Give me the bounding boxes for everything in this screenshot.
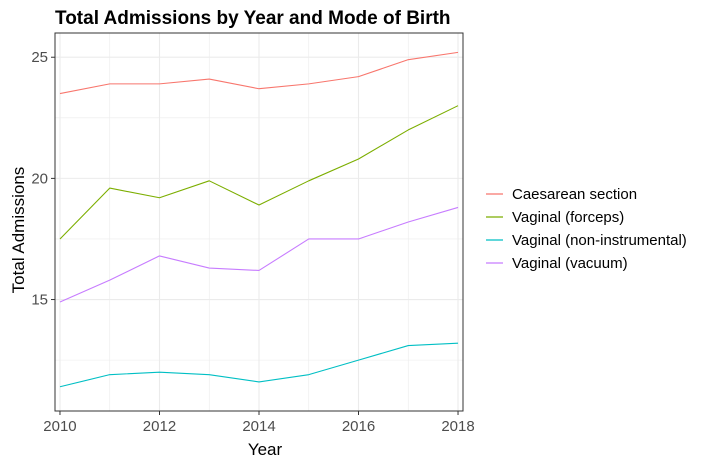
x-axis-title: Year [248,440,283,459]
grid [55,33,463,411]
y-axis: 15 20 25 [31,49,55,309]
legend-label-2: Vaginal (non-instrumental) [512,232,687,249]
series-lines [59,51,459,388]
x-tick-label: 2010 [43,418,76,435]
x-tick-label: 2012 [143,418,176,435]
legend-label-3: Vaginal (vacuum) [512,255,628,272]
x-tick-label: 2014 [242,418,275,435]
legend-label-0: Caesarean section [512,186,637,203]
x-tick-label: 2016 [342,418,375,435]
legend-label-1: Vaginal (forceps) [512,209,624,226]
x-tick-label: 2018 [441,418,474,435]
y-axis-title: Total Admissions [9,167,28,294]
series-line-3 [59,206,459,303]
y-tick-label: 25 [31,49,48,66]
y-tick-label: 15 [31,292,48,309]
series-line-0 [59,51,459,95]
y-tick-label: 20 [31,170,48,187]
series-line-1 [59,105,459,240]
legend: Caesarean section Vaginal (forceps) Vagina… [486,186,687,272]
x-axis: 2010 2012 2014 2016 2018 [43,411,475,435]
chart-title: Total Admissions by Year and Mode of Bir… [55,8,451,29]
series-line-2 [59,342,459,388]
